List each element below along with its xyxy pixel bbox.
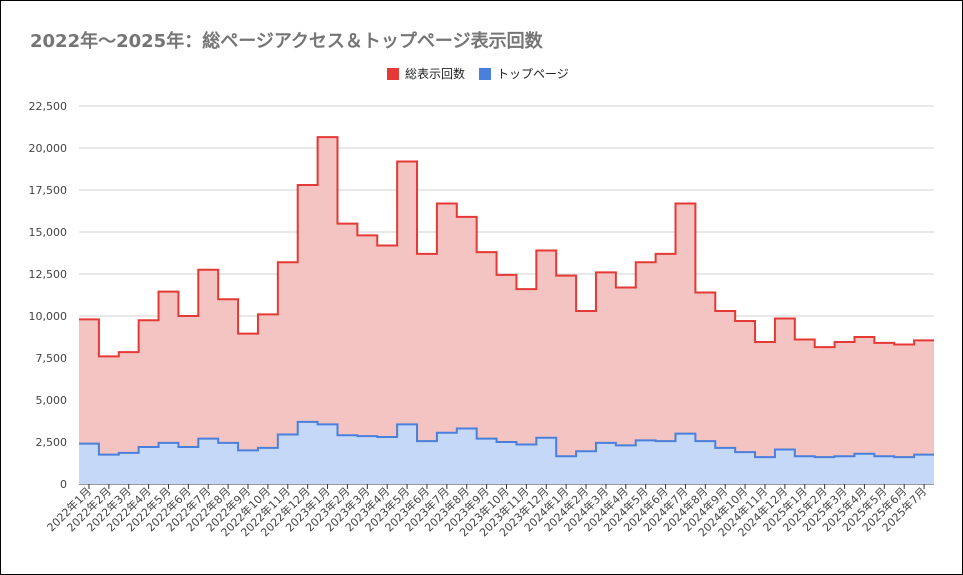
y-tick-label: 7,500	[36, 352, 68, 365]
chart-title: 2022年〜2025年：総ページアクセス＆トップページ表示回数	[30, 31, 543, 52]
legend-swatch-top	[479, 67, 492, 80]
y-tick-label: 15,000	[29, 226, 68, 239]
legend-label-total: 総表示回数	[405, 67, 466, 81]
y-tick-label: 12,500	[29, 268, 68, 281]
legend-label-top: トップページ	[497, 67, 569, 81]
series-area-1	[79, 421, 934, 484]
y-tick-label: 17,500	[29, 184, 68, 197]
chart-legend: 総表示回数 トップページ	[387, 65, 569, 82]
y-tick-label: 22,500	[29, 100, 68, 113]
series-area-0	[79, 137, 934, 484]
y-tick-label: 10,000	[29, 310, 68, 323]
legend-item-total: 総表示回数	[387, 65, 465, 82]
series-line-0	[79, 136, 934, 358]
y-tick-label: 0	[60, 478, 67, 491]
legend-item-top: トップページ	[479, 65, 569, 82]
y-tick-label: 20,000	[29, 142, 68, 155]
y-tick-label: 2,500	[36, 436, 68, 449]
y-tick-label: 5,000	[36, 394, 68, 407]
series-line-1	[79, 420, 934, 459]
legend-swatch-total	[387, 67, 399, 80]
